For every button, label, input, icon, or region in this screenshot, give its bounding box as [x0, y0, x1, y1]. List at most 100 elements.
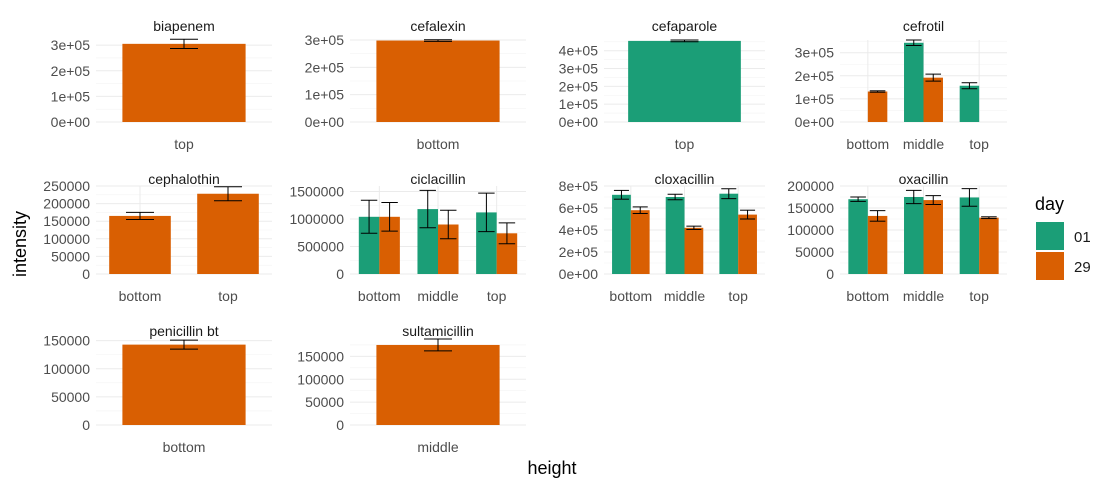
- bar-cefalexin-bottom-29: [376, 40, 500, 123]
- panel-cefalexin: 0e+00 1e+05 2e+05 3e+05 bottom cefalexin: [305, 18, 526, 152]
- bar-oxacillin-top-29: [979, 217, 999, 274]
- x-axis-title: height: [527, 458, 576, 478]
- legend-swatch-day-29: [1036, 252, 1064, 280]
- y-axis-title: intensity: [10, 211, 30, 277]
- x-tick-label: bottom: [163, 439, 206, 455]
- facet-title-cefrotil: cefrotil: [903, 18, 944, 34]
- bar-sultamicillin-middle-29: [376, 344, 500, 425]
- panel-sultamicillin: 0 50000 100000 150000 middle sultamicillin: [297, 323, 526, 455]
- bar-oxacillin-middle-29: [923, 200, 943, 274]
- y-tick-label: 0: [336, 417, 344, 433]
- facet-panels: 0e+00 1e+05 2e+05 3e+05 top biapenem 0e+00 1e+0…: [43, 18, 1007, 455]
- bar-cloxacillin-top-29: [738, 214, 757, 274]
- x-tick-label: top: [728, 288, 748, 304]
- y-tick-label: 0e+00: [51, 114, 91, 130]
- x-tick-label: top: [969, 136, 989, 152]
- y-tick-label: 3e+05: [305, 32, 345, 48]
- bar-cloxacillin-bottom-29: [630, 210, 650, 274]
- x-tick-label: middle: [903, 136, 944, 152]
- bar-oxacillin-bottom-01: [848, 199, 868, 274]
- y-tick-label: 1000000: [289, 211, 344, 227]
- x-tick-label: bottom: [358, 288, 401, 304]
- facet-title-biapenem: biapenem: [153, 18, 215, 34]
- x-tick-label: top: [487, 288, 507, 304]
- y-tick-label: 1e+05: [305, 87, 345, 103]
- y-tick-label: 0: [82, 417, 90, 433]
- facet-title-penicillin-bt: penicillin bt: [149, 323, 218, 339]
- x-tick-label: top: [218, 288, 238, 304]
- y-tick-label: 4e+05: [559, 222, 599, 238]
- bar-oxacillin-top-01: [959, 197, 980, 274]
- bar-ciclacillin-middle-01: [417, 209, 438, 274]
- y-tick-label: 0e+00: [305, 114, 345, 130]
- y-tick-label: 100000: [297, 371, 344, 387]
- x-tick-label: bottom: [846, 136, 889, 152]
- y-tick-label: 1e+05: [51, 88, 91, 104]
- y-tick-label: 0e+00: [795, 114, 835, 130]
- panel-oxacillin: 0 50000 100000 150000 200000 bottom middle top o…: [787, 171, 1007, 304]
- panel-ciclacillin: 0 500000 1000000 1500000 bottom middle top cicl…: [289, 171, 526, 304]
- bar-cloxacillin-middle-29: [684, 227, 704, 274]
- x-tick-label: top: [969, 288, 989, 304]
- bar-oxacillin-bottom-29: [867, 215, 888, 274]
- bar-cefrotil-bottom-29: [867, 91, 888, 122]
- bar-cloxacillin-middle-01: [665, 197, 685, 274]
- legend-swatch-day-01: [1036, 222, 1064, 250]
- y-tick-label: 3e+05: [51, 37, 91, 53]
- y-tick-label: 50000: [305, 394, 344, 410]
- y-tick-label: 150000: [787, 200, 834, 216]
- bar-cefrotil-middle-29: [923, 77, 943, 122]
- facet-title-ciclacillin: ciclacillin: [410, 171, 465, 187]
- y-tick-label: 150000: [43, 213, 90, 229]
- legend-label-day-29: 29: [1074, 259, 1091, 276]
- bar-biapenem-top-29: [122, 43, 246, 122]
- y-tick-label: 2e+05: [795, 68, 835, 84]
- y-tick-label: 150000: [297, 348, 344, 364]
- bar-ciclacillin-bottom-01: [358, 216, 380, 274]
- y-tick-label: 50000: [51, 389, 90, 405]
- y-tick-label: 4e+05: [559, 43, 599, 59]
- y-tick-label: 3e+05: [795, 45, 835, 61]
- panel-cefrotil: 0e+00 1e+05 2e+05 3e+05 bottom middle top cefro…: [795, 18, 1007, 152]
- y-tick-label: 100000: [787, 222, 834, 238]
- x-tick-label: bottom: [609, 288, 652, 304]
- panel-cloxacillin: 0e+00 2e+05 4e+05 6e+05 8e+05 bottom middle top…: [559, 171, 765, 304]
- facet-title-cloxacillin: cloxacillin: [655, 171, 715, 187]
- y-tick-label: 6e+05: [559, 200, 599, 216]
- bar-cloxacillin-bottom-01: [612, 194, 631, 274]
- bar-oxacillin-middle-01: [904, 197, 924, 274]
- legend: day 01 29: [1035, 194, 1091, 280]
- x-tick-label: middle: [903, 288, 944, 304]
- bar-cefrotil-middle-01: [904, 42, 924, 122]
- x-tick-label: bottom: [846, 288, 889, 304]
- x-tick-label: middle: [417, 439, 458, 455]
- y-tick-label: 50000: [795, 244, 834, 260]
- facet-title-oxacillin: oxacillin: [899, 171, 949, 187]
- y-tick-label: 150000: [43, 333, 90, 349]
- facet-title-sultamicillin: sultamicillin: [402, 323, 474, 339]
- y-tick-label: 0: [82, 266, 90, 282]
- bar-ciclacillin-middle-29: [438, 224, 459, 274]
- y-tick-label: 2e+05: [305, 59, 345, 75]
- x-tick-label: top: [675, 136, 695, 152]
- panel-biapenem: 0e+00 1e+05 2e+05 3e+05 top biapenem: [51, 18, 272, 152]
- y-tick-label: 200000: [787, 178, 834, 194]
- y-tick-label: 0: [336, 266, 344, 282]
- facet-title-cephalothin: cephalothin: [148, 171, 220, 187]
- y-tick-label: 500000: [297, 239, 344, 255]
- y-tick-label: 0e+00: [559, 266, 599, 282]
- x-tick-label: bottom: [417, 136, 460, 152]
- bar-ciclacillin-top-01: [476, 212, 497, 274]
- bar-cloxacillin-top-01: [719, 193, 739, 274]
- y-tick-label: 1500000: [289, 184, 344, 200]
- legend-label-day-01: 01: [1074, 229, 1091, 246]
- bar-cephalothin-bottom-29: [109, 215, 171, 274]
- y-tick-label: 250000: [43, 178, 90, 194]
- facet-title-cefalexin: cefalexin: [410, 18, 465, 34]
- y-tick-label: 50000: [51, 248, 90, 264]
- y-tick-label: 200000: [43, 196, 90, 212]
- y-tick-label: 2e+05: [559, 244, 599, 260]
